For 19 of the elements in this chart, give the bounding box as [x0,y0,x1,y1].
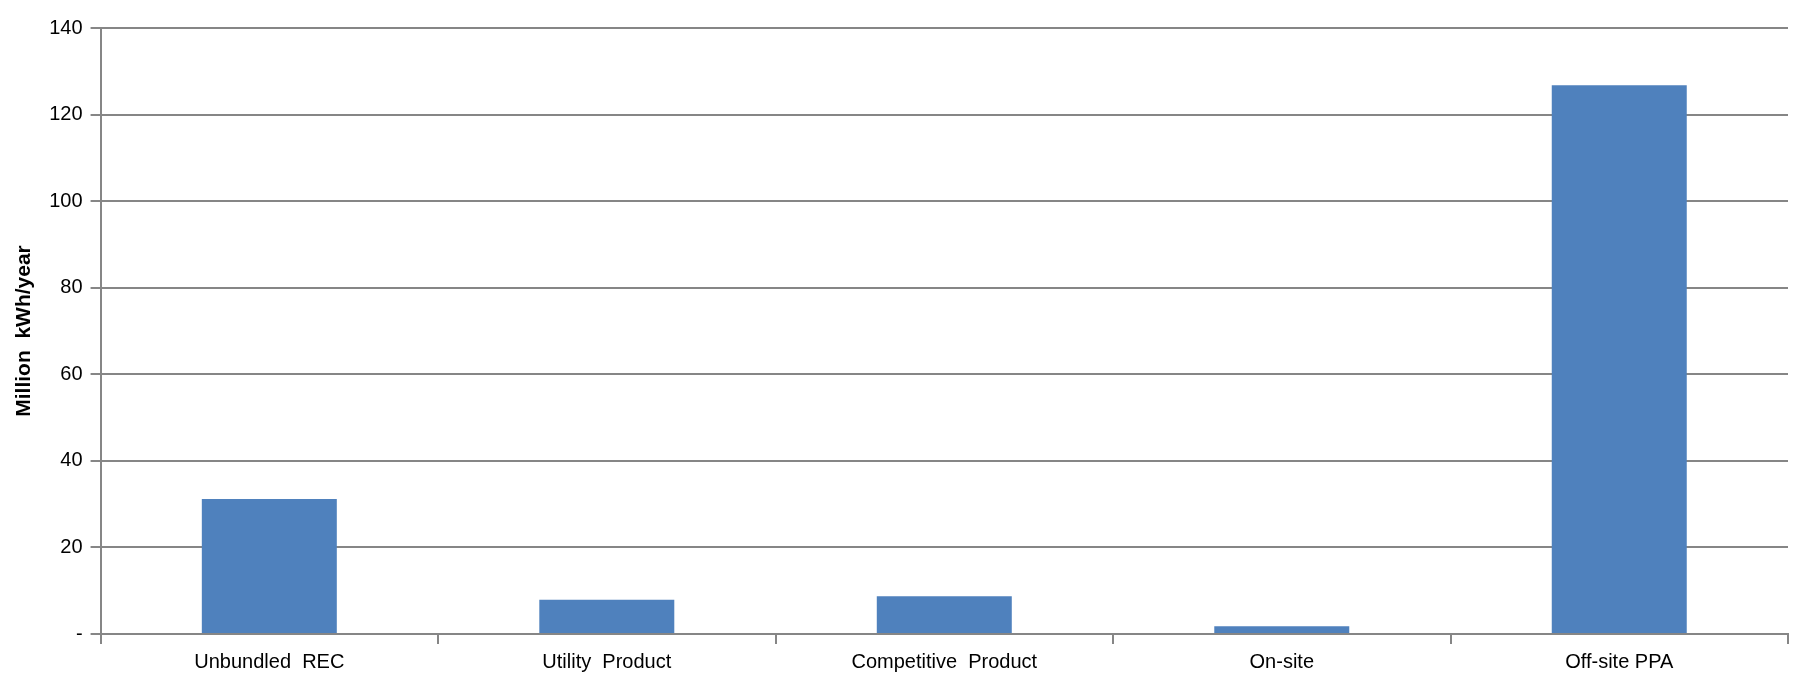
x-tick-label: Competitive Product [851,649,1038,672]
y-tick-label: 60 [60,361,83,384]
bar [539,599,675,633]
y-tick-label: 100 [49,188,83,211]
bar [201,498,337,633]
y-tick-label: 120 [49,102,83,125]
bar [876,596,1012,633]
y-tick-label: 80 [60,275,83,298]
y-tick-label: 140 [49,15,83,38]
y-tick-label: 40 [60,448,83,471]
x-tick-label: On-site [1249,649,1315,672]
y-axis-title: Million kWh/year [11,245,35,417]
x-tick-label: Off-site PPA [1565,649,1675,672]
y-tick-label: - [75,621,83,644]
y-tick-label: 20 [60,534,83,557]
x-tick-label: Unbundled REC [194,649,345,672]
x-tick-label: Utility Product [542,649,672,672]
bar [1551,85,1687,633]
bar [1214,626,1350,633]
